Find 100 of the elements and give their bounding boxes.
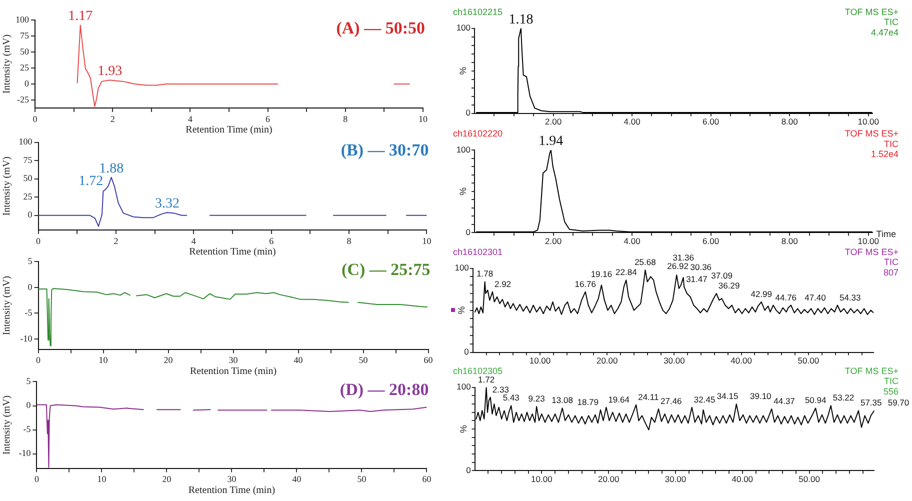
annotation: 13.08 bbox=[552, 395, 574, 406]
x-tick-label: 30 bbox=[228, 355, 238, 366]
x-tick-label: 8.00 bbox=[781, 116, 798, 127]
x-tick-label: 10 bbox=[418, 114, 428, 124]
annotation: 36.29 bbox=[718, 280, 740, 290]
y-axis-title: % bbox=[458, 424, 468, 434]
y-tick-label: 50 bbox=[23, 173, 33, 184]
annotation: 18.79 bbox=[577, 396, 599, 407]
x-tick-label: 10 bbox=[97, 474, 107, 484]
x-tick-label: 4.00 bbox=[624, 236, 641, 246]
annotation: 44.76 bbox=[775, 292, 797, 302]
x-tick-label: 40.00 bbox=[732, 474, 754, 484]
y-tick-label: 0 bbox=[26, 400, 32, 410]
y-tick-label: 100 bbox=[456, 144, 471, 154]
annotation: 27.46 bbox=[660, 396, 682, 406]
x-tick-label: 2.00 bbox=[545, 116, 562, 127]
y-tick-label: 0 bbox=[464, 346, 470, 357]
x-tick-label: 30 bbox=[227, 474, 237, 484]
x-tick-label: 50 bbox=[358, 355, 368, 366]
annotation: 19.64 bbox=[608, 394, 630, 404]
x-tick-label: 30.00 bbox=[664, 356, 686, 366]
annotation: 1.72 bbox=[478, 374, 495, 384]
x-tick-label: 40.00 bbox=[730, 356, 752, 366]
chart-title: ch16102301 bbox=[453, 246, 503, 257]
text: TOF MS ES+ bbox=[844, 128, 898, 138]
annotation: 44.37 bbox=[774, 396, 796, 406]
y-tick-label: -10 bbox=[20, 333, 33, 344]
chart-title: ch16102220 bbox=[453, 128, 503, 138]
x-tick-label: 40 bbox=[292, 474, 302, 484]
annotation: 34.15 bbox=[716, 390, 738, 401]
x-tick-label: 10.00 bbox=[858, 116, 880, 127]
y-tick-label: 100 bbox=[456, 382, 472, 392]
chart-title: (C) — 25:75 bbox=[342, 260, 430, 280]
x-tick-label: 8 bbox=[346, 236, 352, 246]
y-tick-label: 100 bbox=[18, 136, 33, 147]
x-tick-label: 0 bbox=[34, 474, 40, 484]
annotation: 1.93 bbox=[98, 64, 122, 80]
annotation: 32.45 bbox=[694, 394, 716, 404]
annotation: 39.10 bbox=[750, 390, 772, 401]
y-tick-label: -5 bbox=[23, 424, 32, 434]
y-tick-label: 0 bbox=[24, 78, 30, 88]
y-axis-title: Intensity (mV) bbox=[2, 276, 13, 336]
x-tick-label: 2 bbox=[110, 114, 115, 124]
x-axis-title: Retention Time (min) bbox=[190, 366, 277, 377]
y-tick-label: 100 bbox=[454, 262, 470, 273]
annotation: 57.35 bbox=[860, 398, 882, 408]
y-tick-label: -25 bbox=[17, 94, 30, 104]
y-tick-label: 25 bbox=[23, 191, 33, 202]
annotation: 9.23 bbox=[528, 393, 546, 404]
y-tick-label: 25 bbox=[20, 62, 30, 72]
x-tick-label: 50.00 bbox=[798, 474, 820, 484]
y-axis-title: Intensity (mV) bbox=[2, 34, 13, 94]
x-tick-label: 20 bbox=[164, 355, 174, 366]
annotation: 59.70 bbox=[888, 398, 910, 408]
x-axis-title: Retention Time (min) bbox=[188, 484, 276, 496]
text: TIC bbox=[884, 376, 899, 386]
text: TOF MS ES+ bbox=[844, 366, 898, 376]
x-tick-label: 2 bbox=[114, 236, 118, 246]
y-axis-title: Intensity (mV) bbox=[2, 156, 13, 216]
chart-title: ch16102305 bbox=[453, 366, 503, 376]
x-tick-label: 8.00 bbox=[781, 236, 798, 246]
x-tick-label: 20.00 bbox=[598, 474, 620, 484]
x-tick-label: 10 bbox=[422, 236, 432, 246]
chart-title: ch16102215 bbox=[453, 6, 503, 17]
y-axis-title: % bbox=[458, 187, 468, 196]
annotation: 42.99 bbox=[750, 288, 772, 299]
annotation: 19.16 bbox=[590, 269, 612, 280]
x-tick-label: 0 bbox=[36, 355, 42, 366]
x-tick-label: 4 bbox=[188, 114, 193, 124]
annotation: 50.94 bbox=[804, 395, 827, 406]
text: TOF MS ES+ bbox=[844, 6, 898, 17]
y-axis-title: % bbox=[458, 66, 468, 75]
annotation: 1.52e4 bbox=[870, 149, 898, 160]
annotation: 37.09 bbox=[711, 270, 733, 281]
y-tick-label: 75 bbox=[20, 30, 30, 40]
x-tick-label: 30.00 bbox=[664, 474, 686, 484]
x-tick-label: 10.00 bbox=[529, 356, 551, 366]
y-tick-label: 100 bbox=[16, 14, 30, 24]
x-tick-label: 6 bbox=[266, 114, 271, 124]
x-tick-label: 4.00 bbox=[624, 116, 641, 127]
annotation: 25.68 bbox=[634, 256, 656, 267]
chart-title: (B) — 30:70 bbox=[340, 140, 429, 160]
y-tick-label: 0 bbox=[466, 465, 472, 476]
x-tick-label: 50 bbox=[357, 474, 367, 484]
annotation: 26.92 bbox=[667, 261, 689, 272]
annotation: 4.47e4 bbox=[870, 27, 898, 38]
x-axis-title: Retention Time (min) bbox=[189, 246, 276, 258]
x-tick-label: 60 bbox=[424, 355, 434, 366]
annotation: 16.76 bbox=[574, 278, 596, 289]
annotation: 22.84 bbox=[616, 267, 638, 278]
x-tick-label: 10 bbox=[98, 355, 108, 366]
annotation: 54.33 bbox=[839, 292, 862, 302]
x-tick-label: 6 bbox=[269, 236, 274, 246]
x-tick-label: 50.00 bbox=[798, 356, 820, 366]
y-tick-label: 5 bbox=[28, 256, 33, 266]
x-tick-label: 8 bbox=[343, 114, 348, 124]
annotation: 24.11 bbox=[638, 392, 660, 402]
y-tick-label: 0 bbox=[466, 227, 471, 238]
annotation: 2.33 bbox=[492, 384, 510, 394]
y-tick-label: 0 bbox=[28, 210, 33, 220]
